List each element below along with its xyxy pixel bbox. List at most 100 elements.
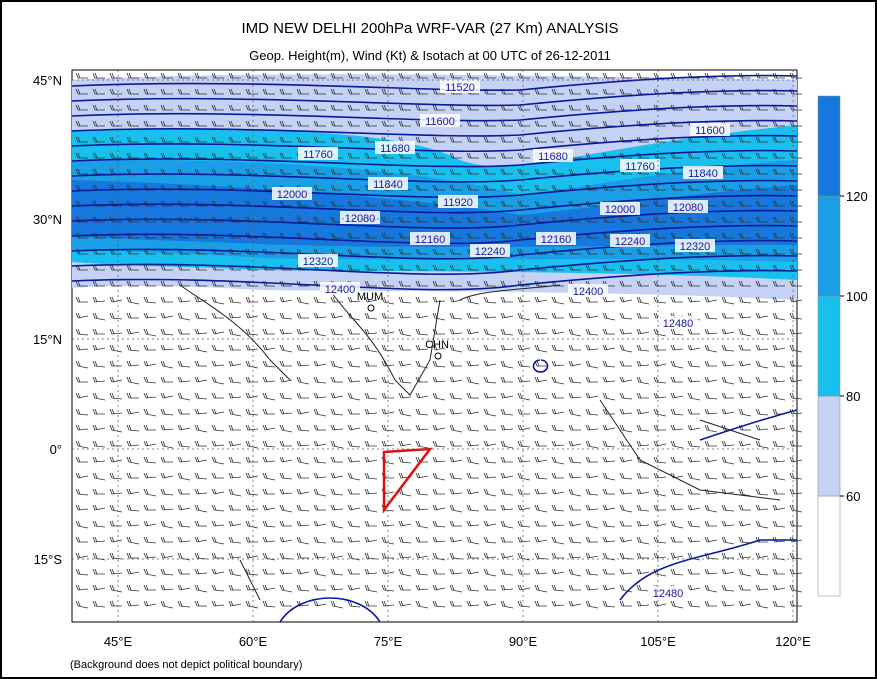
wind-barb [500, 376, 513, 383]
wind-barb [211, 152, 224, 159]
wind-barb [160, 344, 174, 351]
wind-barb [551, 472, 564, 479]
wind-barb [619, 376, 633, 383]
wind-barb [704, 600, 717, 607]
wind-barb [704, 408, 718, 415]
wind-barb [364, 360, 377, 367]
wind-barb [551, 504, 565, 512]
wind-barb [177, 104, 190, 111]
wind-barb [398, 280, 411, 287]
wind-barb [687, 360, 701, 368]
wind-barb [415, 392, 429, 399]
wind-barb [143, 472, 157, 479]
wind-barb [364, 392, 378, 400]
wind-barb [415, 424, 429, 431]
wind-barb [109, 600, 122, 607]
wind-barb [738, 504, 751, 511]
wind-barb [177, 296, 191, 303]
wind-barb [517, 504, 531, 511]
wind-barb [245, 408, 259, 416]
wind-barb [228, 584, 241, 591]
wind-barb [75, 536, 88, 543]
wind-barb [704, 520, 717, 527]
wind-barb [296, 472, 309, 479]
wind-barb [126, 104, 139, 111]
wind-barb [245, 504, 259, 511]
wind-barb [279, 88, 292, 95]
wind-barb [211, 520, 225, 527]
wind-barb [704, 584, 718, 593]
wind-barb [143, 376, 157, 384]
wind-barb [415, 552, 429, 559]
wind-barb [500, 344, 514, 351]
wind-barb [721, 600, 735, 607]
wind-barb [449, 152, 462, 159]
wind-barb [619, 472, 633, 480]
wind-barb [398, 264, 411, 271]
wind-barb [551, 120, 564, 127]
wind-barb [347, 88, 360, 95]
wind-barb [755, 152, 768, 159]
wind-barb [194, 152, 207, 159]
wind-barb [330, 344, 344, 351]
wind-barb [653, 472, 667, 479]
wind-barb [194, 568, 208, 575]
wind-barb [364, 440, 377, 447]
wind-barb [432, 152, 445, 159]
wind-barb [602, 408, 615, 415]
contour-label-bg [440, 80, 480, 93]
wind-barb [92, 280, 105, 287]
wind-barb [75, 280, 88, 287]
wind-barb [687, 376, 701, 383]
wind-barb [279, 152, 292, 159]
wind-barb [721, 520, 735, 527]
wind-barb [738, 280, 751, 287]
lat-label: 15°S [34, 552, 63, 567]
wind-barb [551, 392, 564, 399]
wind-barb [398, 408, 412, 417]
lon-label: 45°E [104, 634, 133, 649]
wind-barb [160, 552, 174, 559]
wind-barb [432, 264, 445, 271]
wind-barb [551, 296, 565, 305]
wind-barb [517, 568, 530, 575]
wind-barb [432, 552, 446, 561]
wind-barb [585, 72, 598, 79]
wind-barb [602, 568, 615, 575]
wind-barb [279, 344, 293, 353]
wind-barb [75, 344, 89, 351]
wind-barb [313, 296, 327, 304]
wind-barb [330, 72, 343, 79]
wind-barb [126, 552, 139, 559]
wind-barb [279, 440, 292, 447]
wind-barb [466, 168, 479, 175]
wind-barb [772, 488, 785, 495]
wind-barb [398, 344, 411, 351]
contour-label-bg [600, 202, 640, 215]
wind-barb [483, 264, 496, 271]
wind-barb [296, 376, 310, 385]
wind-barb [364, 376, 378, 383]
wind-barb [143, 504, 156, 511]
wind-barb [670, 392, 684, 399]
wind-barb [415, 168, 428, 175]
wind-barb [602, 264, 615, 271]
wind-barb [432, 184, 445, 191]
lon-label: 60°E [239, 634, 268, 649]
wind-barb [687, 520, 701, 528]
wind-barb [449, 328, 463, 335]
wind-barb [398, 600, 412, 607]
wind-barb [585, 360, 599, 369]
wind-barb [449, 504, 463, 513]
wind-barb [109, 584, 123, 593]
wind-barb [772, 232, 785, 239]
wind-barb [670, 552, 684, 559]
wind-barb [398, 72, 411, 79]
wind-barb [449, 536, 463, 543]
wind-barb [194, 552, 208, 560]
wind-barb [636, 568, 650, 575]
wind-barb [126, 568, 140, 575]
wind-barb [738, 328, 752, 337]
wind-barb [211, 408, 225, 415]
wind-barb [534, 168, 547, 175]
